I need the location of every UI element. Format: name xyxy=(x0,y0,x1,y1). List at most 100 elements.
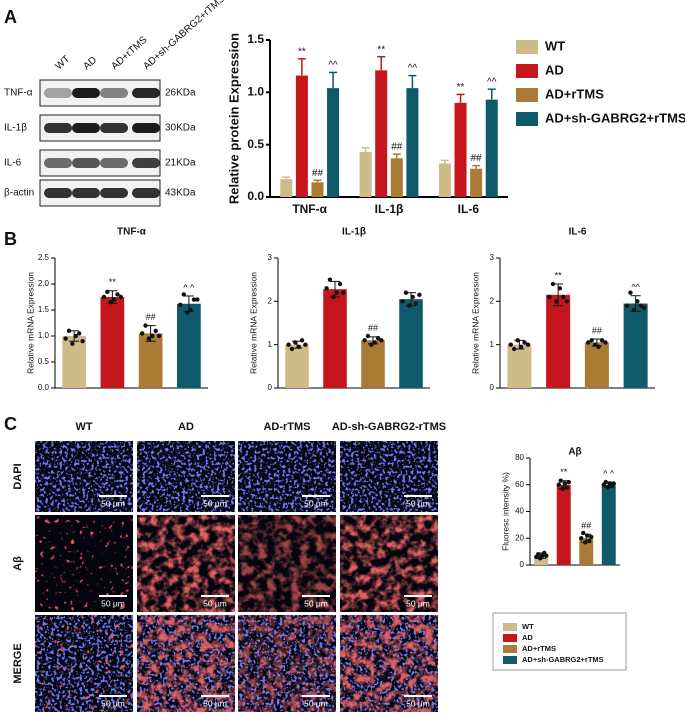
x-tick-label: IL-6 xyxy=(458,202,480,216)
data-point xyxy=(403,290,409,295)
significance: ** xyxy=(298,46,306,57)
bar xyxy=(406,88,419,197)
significance: ## xyxy=(368,323,378,333)
bar xyxy=(280,179,293,197)
data-point xyxy=(410,294,415,300)
y-tick-label: 1.5 xyxy=(247,32,264,46)
data-point xyxy=(73,333,79,339)
data-point xyxy=(108,300,113,305)
significance: ## xyxy=(391,142,403,153)
legend-swatch xyxy=(516,88,538,102)
scale-bar-label: 50 μm xyxy=(101,498,125,508)
bar xyxy=(177,303,201,388)
data-point xyxy=(599,338,605,343)
data-point xyxy=(587,538,592,544)
legend-swatch xyxy=(503,634,517,642)
data-point xyxy=(536,552,541,557)
data-point xyxy=(525,342,531,347)
blot-band xyxy=(72,158,100,168)
legend-label: AD+rTMS xyxy=(522,644,556,653)
legend-swatch xyxy=(503,623,517,631)
bar xyxy=(507,344,532,388)
data-point xyxy=(544,553,549,558)
lane-label: AD xyxy=(81,55,99,72)
data-point xyxy=(515,338,520,343)
data-point xyxy=(631,307,637,313)
data-point xyxy=(143,323,148,328)
data-point xyxy=(324,286,329,291)
legend-label: AD+sh-GABRG2+rTMS xyxy=(545,110,685,125)
data-point xyxy=(150,333,155,339)
data-point xyxy=(334,290,339,295)
data-point xyxy=(547,294,552,300)
significance: ## xyxy=(146,312,156,322)
data-point xyxy=(522,340,527,345)
panel-label: C xyxy=(4,414,17,434)
bar xyxy=(584,342,609,388)
data-point xyxy=(369,342,374,347)
data-point xyxy=(337,281,343,287)
data-point xyxy=(289,346,295,352)
y-tick-label: 1 xyxy=(490,340,495,349)
legend-label: AD xyxy=(522,633,533,642)
blot-band xyxy=(132,188,160,198)
bar xyxy=(485,99,498,197)
scale-bar-label: 50 μm xyxy=(304,498,328,508)
y-axis-label: Relative mRNA Expression xyxy=(248,272,258,374)
blot-band xyxy=(72,188,100,198)
y-tick-label: 2.0 xyxy=(38,279,50,288)
dapi-signal xyxy=(35,441,133,512)
data-point xyxy=(379,338,384,343)
scale-bar-label: 50 μm xyxy=(203,598,227,608)
significance: ** xyxy=(377,44,385,55)
blot-band xyxy=(132,88,160,98)
data-point xyxy=(508,342,513,347)
data-point xyxy=(566,479,571,485)
data-point xyxy=(628,290,633,295)
y-tick-label: 60 xyxy=(515,480,524,489)
bar xyxy=(546,294,571,388)
y-tick-label: 2 xyxy=(490,296,495,305)
data-point xyxy=(146,336,152,341)
legend-swatch xyxy=(503,645,517,653)
data-point xyxy=(564,299,569,304)
significance: ## xyxy=(312,168,324,179)
data-point xyxy=(372,340,377,345)
row-label: DAPI xyxy=(12,463,24,489)
data-point xyxy=(362,338,367,343)
data-point xyxy=(417,292,422,298)
lane-label: AD+sh-GABRG2+rTMS xyxy=(141,0,227,72)
size-label: 30KDa xyxy=(165,123,196,134)
column-header: AD-rTMS xyxy=(263,421,310,433)
y-tick-label: 0.5 xyxy=(38,357,50,366)
y-tick-label: 0 xyxy=(490,383,495,392)
significance: ^^ xyxy=(487,77,497,88)
bar xyxy=(399,299,423,388)
data-point xyxy=(585,533,590,538)
y-tick-label: 0 xyxy=(268,383,273,392)
bar xyxy=(601,484,616,565)
significance: ** xyxy=(457,82,465,93)
bar xyxy=(327,88,340,197)
scale-bar-label: 50 μm xyxy=(203,698,227,708)
data-point xyxy=(66,328,72,333)
bar xyxy=(62,336,86,388)
panel-label: A xyxy=(4,7,17,27)
bar xyxy=(556,484,571,565)
significance: ## xyxy=(592,325,602,335)
significance: ## xyxy=(581,521,591,531)
legend-swatch xyxy=(516,40,538,54)
y-tick-label: 0.0 xyxy=(38,383,50,392)
bar xyxy=(295,75,308,197)
data-point xyxy=(596,344,601,350)
data-point xyxy=(583,540,588,545)
y-tick-label: 80 xyxy=(515,453,524,462)
protein-label: IL-6 xyxy=(4,158,22,169)
significance: ** xyxy=(109,277,117,287)
data-point xyxy=(556,482,561,487)
bar xyxy=(285,344,309,388)
legend-swatch xyxy=(516,64,538,78)
column-header: AD xyxy=(178,421,194,433)
data-point xyxy=(195,297,200,302)
size-label: 26KDa xyxy=(165,88,196,99)
